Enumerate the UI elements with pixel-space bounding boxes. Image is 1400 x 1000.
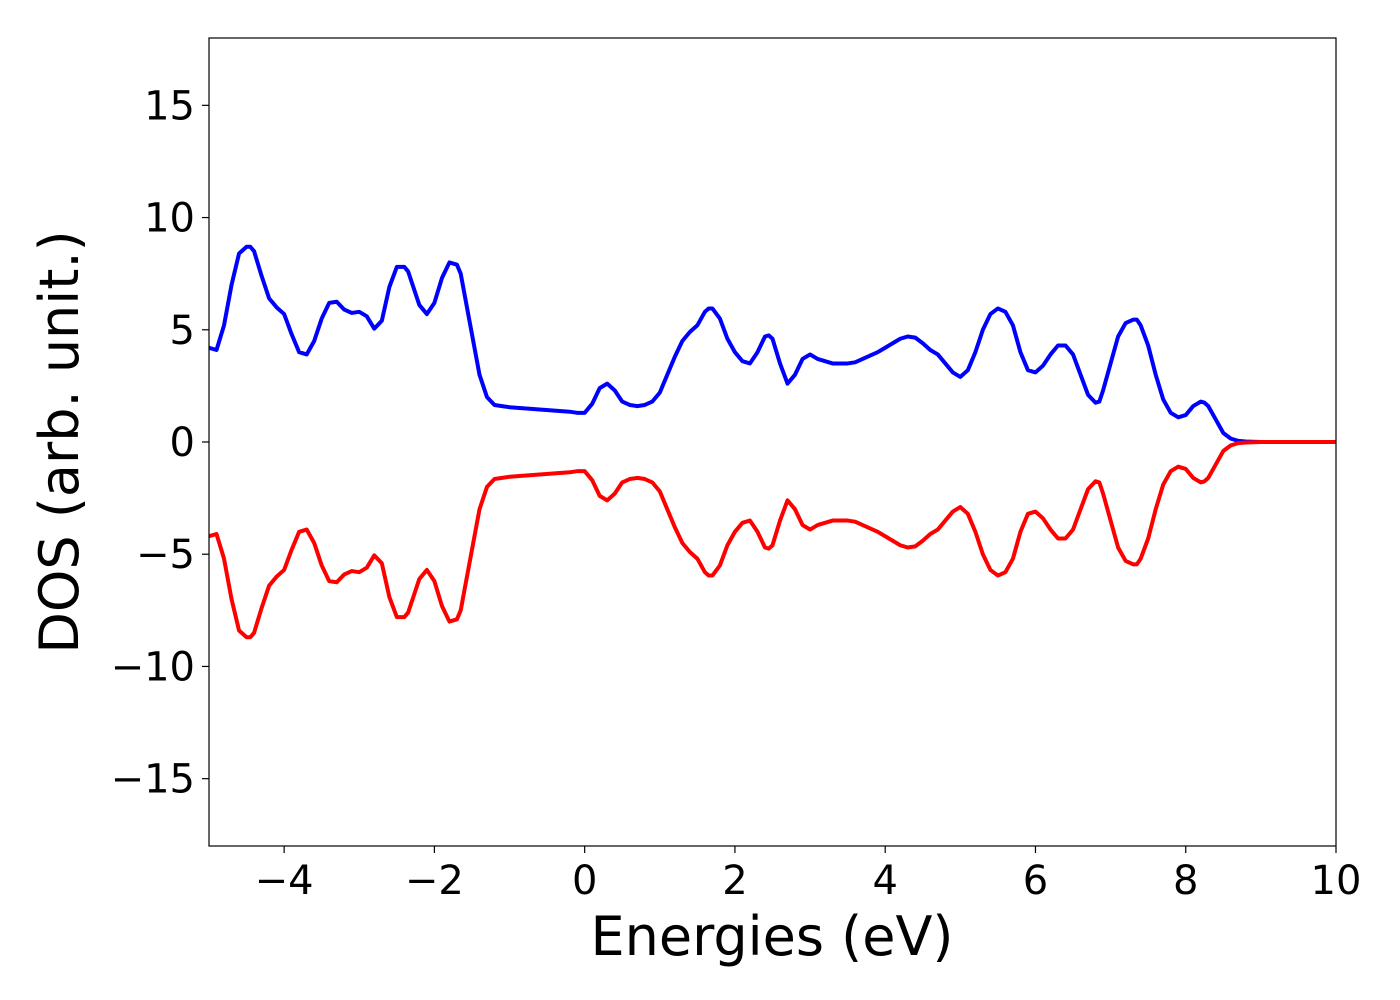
y-tick-label: 0 — [170, 420, 195, 466]
x-tick-label: 0 — [572, 858, 597, 904]
x-tick-label: −2 — [405, 858, 464, 904]
y-tick-label: −5 — [136, 532, 195, 578]
x-tick-label: 10 — [1311, 858, 1362, 904]
series-line-1 — [209, 440, 1336, 640]
series-line-0 — [209, 244, 1336, 444]
y-tick-label: 5 — [170, 308, 195, 354]
x-tick-label: 6 — [1023, 858, 1048, 904]
x-axis-label: Energies (eV) — [591, 905, 954, 968]
x-tick-label: 8 — [1173, 858, 1198, 904]
y-axis: −15 −10 −5 0 5 10 15 — [111, 83, 209, 803]
x-tick-label: −4 — [255, 858, 314, 904]
x-tick-label: 4 — [872, 858, 897, 904]
plot-frame — [208, 37, 1337, 847]
y-tick-label: −15 — [111, 757, 195, 803]
x-tick-label: 2 — [722, 858, 747, 904]
series-layer — [209, 244, 1336, 640]
y-axis-label: DOS (arb. unit.) — [28, 230, 91, 653]
y-tick-label: 10 — [144, 196, 195, 242]
y-tick-label: −10 — [111, 644, 195, 690]
y-tick-label: 15 — [144, 83, 195, 129]
x-axis: −4 −2 0 2 4 6 8 10 — [255, 846, 1362, 904]
